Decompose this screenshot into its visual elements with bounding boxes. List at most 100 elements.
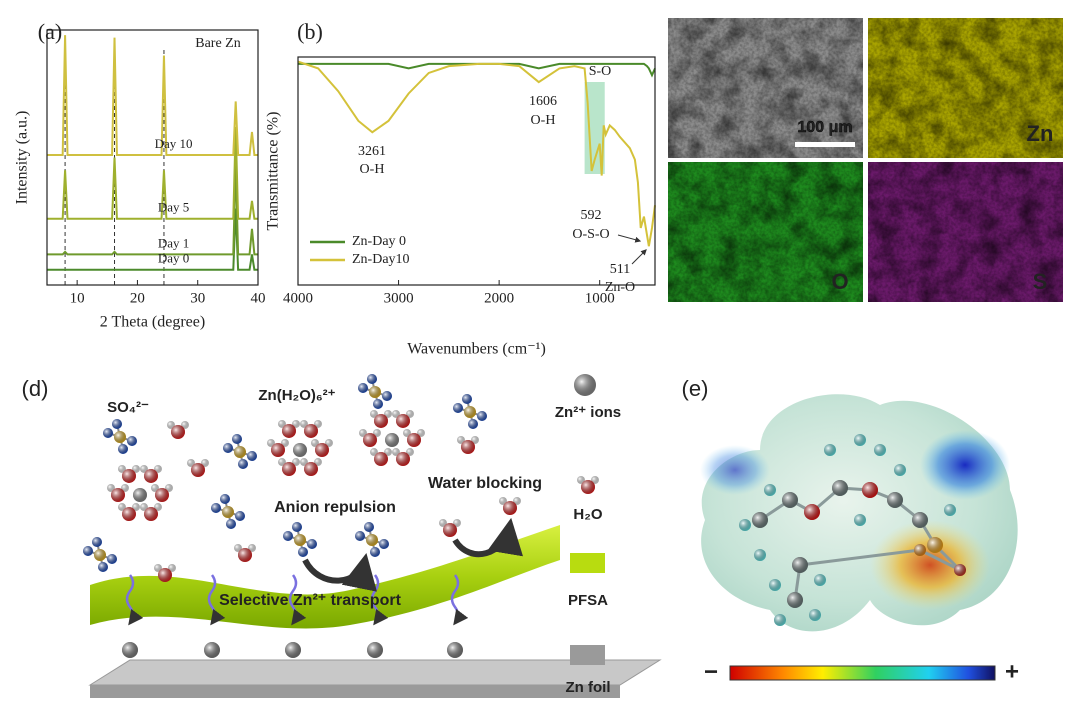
legend-zn-shade [574,374,596,396]
series-label: Day 0 [158,251,189,266]
hydrogen-shade [457,436,465,444]
legend-label: PFSA [568,592,608,609]
series-line [47,35,258,156]
series-line [47,162,258,256]
oxygen-shade [282,423,296,438]
oxygen-shade [111,488,125,502]
oxygen-shade [315,443,329,457]
hydrogen-shade [406,448,414,457]
scale-bar-label: 100 μm [797,119,852,136]
hydrogen-shade [154,564,162,572]
annotation-arrow [617,234,642,243]
hydrogen-shade [181,421,189,429]
hydrogen-shade [373,429,381,437]
annotation: Bare Zn [195,36,240,51]
atom-shade [752,512,768,528]
hydrogen-shade [201,459,209,467]
zn-foil-side [90,685,620,698]
y-axis-title: Transmittance (%) [265,112,282,231]
hydrogen-shade [314,458,322,467]
scale-max: + [1005,658,1019,685]
map-grain [668,162,863,302]
peak-annotation: 592 [581,208,602,223]
h-atom-shade [854,434,866,446]
zn-ion-shade [122,642,138,658]
hydrogen-shade [453,519,461,527]
series-line [298,62,656,78]
scale-min: − [704,658,718,685]
panel-label: (b) [297,19,323,44]
hydrogen-shade [439,519,447,527]
oxygen-shade [282,462,296,477]
oxygen-s-shade [370,547,380,557]
hydrogen-shade [403,429,411,437]
h-atom-shade [824,444,836,456]
plot-frame [297,56,656,286]
oxygen-s-shade [367,374,377,384]
sulfur-shade [222,506,234,518]
legend-label: H₂O [573,506,602,523]
oxygen-shade [396,452,410,467]
hydrogen-shade [370,448,378,457]
y-axis-title: Intensity (a.u.) [14,111,31,205]
oxygen-s-shade [98,562,108,572]
schematic-label: Selective Zn²⁺ transport [219,592,401,609]
x-tick-label: 20 [130,290,145,306]
hydrogen-shade [471,436,479,444]
hydrogen-shade [107,484,115,492]
oxygen-s-shade [364,522,374,532]
oxygen-s-shade [226,519,236,529]
hydrogen-shade [417,429,425,437]
oxygen-s-shade [355,531,365,541]
peak-annotation: O-H [531,113,556,128]
map-grain [868,162,1063,302]
legend-foil [570,645,605,665]
x-axis-title: Wavenumbers (cm⁻¹) [407,341,546,358]
panel-label: (e) [682,376,709,401]
oxygen-s-shade [307,539,317,549]
hydrogen-shade [278,458,286,467]
oxygen-s-shade [292,522,302,532]
h-atom-shade [944,504,956,516]
atom-shade [887,492,903,508]
oxygen-s-shade [382,391,392,401]
oxygen-shade [271,443,285,457]
oxygen-shade [144,468,158,483]
peak-annotation: O-H [360,162,385,177]
oxygen-s-shade [127,436,137,446]
zinc-ion-shade [133,488,147,502]
atom-shade [927,537,943,553]
series-line [47,208,258,271]
x-tick-label: 3000 [384,290,414,306]
oxygen-shade [396,413,410,428]
series-label: Day 5 [158,200,189,215]
hydrogen-shade [167,421,175,429]
hydrogen-shade [292,419,300,428]
hydrogen-shade [325,439,333,447]
h-atom-shade [754,549,766,561]
plot-frame [46,29,259,286]
series-line [297,60,656,247]
hydrogen-shade [311,439,319,447]
oxygen-s-shade [468,419,478,429]
sulfur-shade [114,431,126,443]
bond [799,548,921,567]
x-tick-label: 1000 [585,290,615,306]
hydrogen-shade [300,458,308,467]
atom-shade [954,564,966,576]
schematic-label: SO₄²⁻ [107,399,149,416]
hydrogen-shade [392,409,400,418]
sulfur-shade [464,406,476,418]
hydrogen-shade [132,464,140,473]
hydrogen-shade [151,484,159,492]
oxygen-s-shade [103,428,113,438]
oxygen-s-shade [223,443,233,453]
map-label: Zn [1027,121,1054,146]
oxygen-shade [171,425,185,439]
hydrogen-shade [392,448,400,457]
hydrogen-shade [267,439,275,447]
transport-wave [288,574,307,626]
esp-positive [700,445,770,495]
hydrogen-shade [187,459,195,467]
schematic-label: Water blocking [428,475,542,492]
